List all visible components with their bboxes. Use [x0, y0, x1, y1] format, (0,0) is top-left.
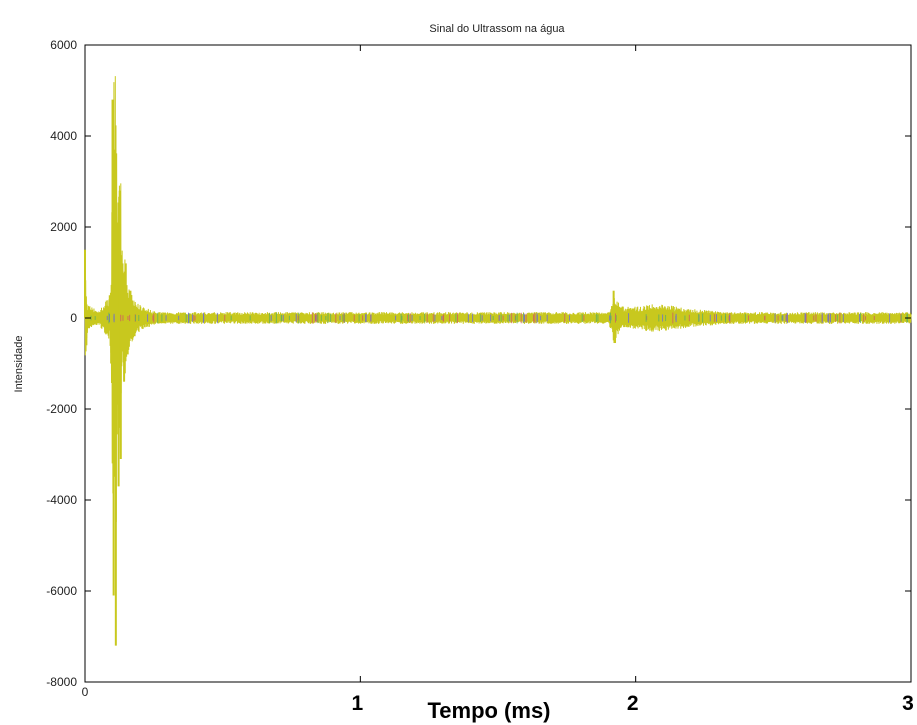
x-tick-label: 1	[351, 692, 363, 715]
y-tick-label: -8000	[46, 675, 77, 689]
y-axis-ticks: 6000 4000 2000 0 -2000 -4000 -6000 -8000	[46, 38, 911, 689]
chart-title: Sinal do Ultrassom na água	[429, 23, 565, 35]
x-tick-label: 2	[627, 692, 639, 715]
y-tick-label: -4000	[46, 493, 77, 507]
y-axis-label: Intensidade	[13, 336, 25, 393]
y-tick-label: 0	[70, 311, 77, 325]
x-axis-label: Tempo (ms)	[427, 698, 550, 723]
signal-series-line	[84, 76, 912, 592]
x-tick-label: 3	[902, 692, 914, 715]
x-tick-label: 0	[82, 685, 89, 699]
x-axis-ticks: 0 1 2 3	[82, 45, 914, 715]
signal-layer	[84, 76, 912, 646]
y-tick-label: -2000	[46, 402, 77, 416]
y-tick-label: 2000	[50, 220, 77, 234]
plot-area-frame	[84, 44, 912, 683]
y-tick-label: 6000	[50, 38, 77, 52]
y-tick-label: 4000	[50, 129, 77, 143]
y-tick-label: -6000	[46, 584, 77, 598]
